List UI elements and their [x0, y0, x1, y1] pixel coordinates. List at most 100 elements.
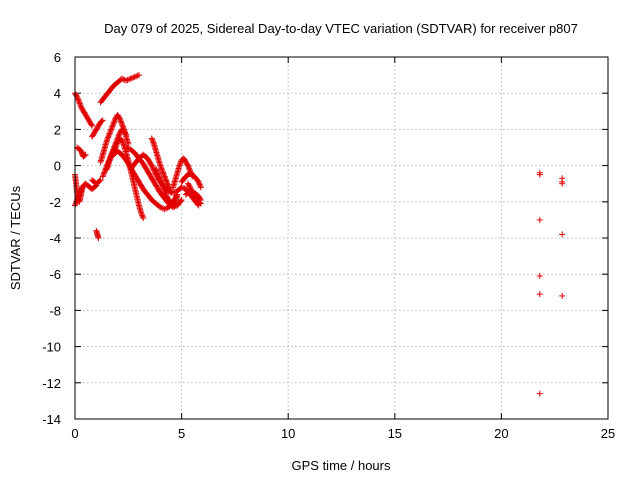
data-point-marker [196, 199, 203, 206]
data-point-marker [185, 163, 192, 170]
data-point-marker [176, 162, 183, 169]
data-point-marker [158, 179, 165, 186]
data-point-marker [118, 120, 125, 127]
data-point-marker [155, 173, 162, 180]
data-point-marker [149, 136, 156, 143]
grid-lines [75, 57, 608, 419]
data-point-marker [159, 182, 166, 189]
data-point-marker [177, 159, 184, 166]
data-point-marker [114, 140, 121, 147]
data-point-marker [161, 173, 168, 180]
data-point-marker [135, 72, 142, 79]
x-axis-label: GPS time / hours [292, 458, 391, 473]
data-point-marker [116, 114, 123, 121]
data-point-marker [160, 170, 167, 177]
data-point-marker [113, 143, 120, 150]
data-point-marker [101, 169, 108, 176]
data-point-marker [174, 193, 181, 200]
data-point-marker [109, 122, 116, 129]
data-point-marker [157, 162, 164, 169]
data-point-marker [140, 215, 147, 222]
y-tick-label: -4 [49, 231, 61, 246]
data-point-marker [163, 192, 170, 199]
data-point-marker [107, 127, 114, 134]
x-tick-label: 0 [71, 426, 78, 441]
data-point-marker [95, 235, 102, 241]
data-point-marker [127, 75, 134, 82]
data-point-marker [112, 144, 119, 151]
data-point-marker [163, 177, 170, 184]
data-point-marker [122, 130, 129, 137]
data-point-marker [107, 154, 114, 161]
data-point-marker [197, 184, 204, 191]
data-point-marker [99, 117, 106, 124]
data-point-marker [188, 188, 195, 195]
data-point-marker [156, 175, 163, 182]
data-point-marker [188, 187, 195, 194]
data-point-marker [105, 133, 112, 140]
data-point-marker [105, 134, 112, 141]
data-point-marker [196, 180, 203, 187]
data-point-marker [124, 76, 131, 83]
data-point-marker [159, 168, 166, 175]
data-point-marker [158, 166, 165, 173]
data-point-marker [100, 170, 107, 177]
y-tick-label: 0 [54, 159, 61, 174]
data-point-marker [150, 139, 157, 146]
data-point-marker [120, 76, 127, 83]
data-point-marker [186, 166, 193, 173]
data-point-marker [161, 172, 168, 179]
data-point-marker [107, 129, 114, 136]
data-point-marker [138, 211, 145, 218]
data-point-marker [139, 212, 146, 219]
data-point-marker [177, 198, 184, 205]
data-point-marker [72, 201, 79, 208]
data-point-marker [160, 185, 167, 192]
data-point-marker [75, 97, 82, 104]
data-point-marker [89, 122, 96, 129]
data-point-marker [106, 157, 113, 164]
data-point-marker [110, 119, 117, 126]
x-tick-label: 25 [601, 426, 615, 441]
data-point-marker [139, 213, 146, 220]
data-point-marker [138, 209, 145, 216]
data-point-marker [76, 100, 83, 107]
data-point-marker [559, 292, 566, 299]
y-tick-label: -8 [49, 303, 61, 318]
y-tick-label: -12 [42, 376, 61, 391]
data-point-marker [96, 177, 103, 184]
data-point-marker [156, 174, 163, 181]
y-tick-label: -14 [42, 412, 61, 427]
data-point-marker [195, 178, 202, 185]
data-point-marker [116, 115, 123, 122]
data-point-marker [173, 196, 180, 203]
data-point-marker [77, 103, 84, 110]
data-point-marker [187, 185, 194, 192]
data-point-marker [109, 123, 116, 130]
data-point-marker [76, 99, 83, 106]
data-point-marker [111, 116, 118, 123]
data-point-marker [106, 130, 113, 137]
data-point-marker [162, 205, 169, 212]
data-point-marker [157, 163, 164, 170]
data-point-marker [186, 165, 193, 172]
x-tick-label: 5 [178, 426, 185, 441]
data-point-marker [154, 168, 161, 175]
data-point-marker [161, 206, 168, 213]
x-tick-label: 20 [494, 426, 508, 441]
data-point-marker [81, 152, 88, 159]
data-point-marker [157, 204, 164, 211]
data-point-marker [133, 73, 140, 80]
data-point-marker [187, 184, 194, 191]
y-tick-label: 6 [54, 50, 61, 65]
data-point-marker [536, 273, 543, 280]
data-point-marker [153, 167, 160, 174]
data-point-marker [184, 161, 191, 168]
data-point-marker [74, 95, 81, 102]
data-point-marker [118, 75, 125, 82]
data-point-marker [166, 185, 173, 192]
data-point-marker [131, 73, 138, 80]
data-point-marker [126, 76, 133, 83]
